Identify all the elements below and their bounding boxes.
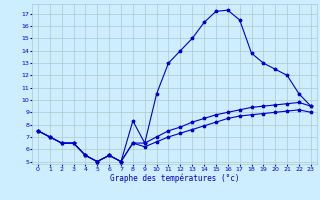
X-axis label: Graphe des températures (°c): Graphe des températures (°c) — [110, 173, 239, 183]
